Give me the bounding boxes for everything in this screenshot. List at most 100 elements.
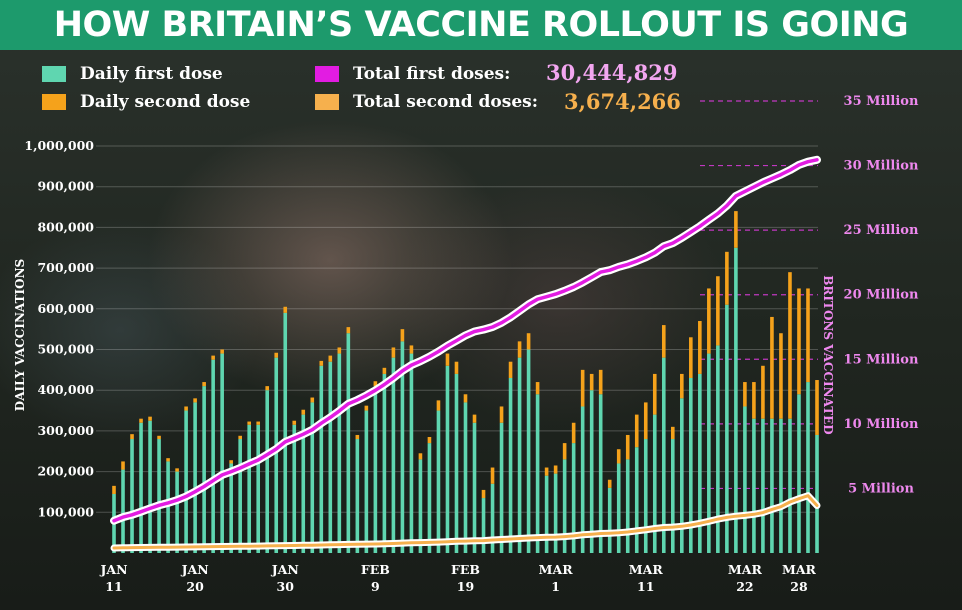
bar-daily-second	[301, 409, 306, 415]
bar-daily-first	[698, 373, 702, 553]
bar-daily-second	[238, 435, 242, 440]
x-tick-day: 30	[277, 579, 295, 594]
bar-daily-second	[202, 382, 206, 387]
bar-daily-first	[193, 402, 197, 553]
legend-swatch-daily-second	[42, 94, 66, 110]
y-tick-label: 800,000	[37, 219, 94, 234]
legend-daily-first: Daily first dose	[42, 62, 302, 86]
bar-daily-second	[130, 434, 134, 440]
bar-daily-second	[184, 406, 188, 411]
bar-daily-first	[472, 422, 477, 553]
bar-daily-first	[815, 434, 819, 553]
chart-title: HOW BRITAIN’S VACCINE ROLLOUT IS GOING	[53, 5, 909, 45]
bar-daily-second	[319, 360, 324, 366]
bar-daily-second	[364, 405, 369, 411]
y-tick-label: 600,000	[37, 301, 94, 316]
bar-daily-first	[202, 386, 206, 553]
y2-tick-label: 20 Million	[844, 288, 919, 303]
bar-daily-second	[661, 325, 666, 358]
bar-daily-second	[625, 434, 630, 460]
bar-daily-second	[598, 369, 603, 395]
bar-daily-second	[607, 479, 612, 488]
bar-daily-second	[797, 288, 801, 395]
bar-daily-first	[743, 406, 747, 553]
bar-daily-first	[184, 410, 188, 553]
y-tick-label: 900,000	[37, 179, 94, 194]
bar-daily-first	[571, 443, 576, 553]
bar-daily-first	[436, 410, 441, 553]
bar-daily-first	[598, 394, 603, 553]
bar-daily-first	[274, 357, 279, 553]
legend-swatch-total-second	[315, 94, 339, 110]
x-tick-day: 20	[186, 579, 204, 594]
y-tick-label: 300,000	[37, 423, 94, 438]
total-second-value: 3,674,266	[564, 89, 681, 114]
bar-daily-first	[716, 345, 720, 553]
x-tick-month: JAN	[99, 562, 127, 577]
x-tick-month: MAR	[539, 562, 574, 577]
bar-daily-second	[788, 272, 792, 419]
bar-daily-first	[517, 357, 522, 553]
x-tick-day: 19	[457, 579, 474, 594]
bar-daily-first	[589, 390, 594, 553]
y-tick-label: 200,000	[37, 464, 94, 479]
y2-axis-ticks: 5 Million 10 Million 15 Million 20 Million 2…	[844, 94, 919, 496]
bar-daily-first	[661, 357, 666, 553]
bar-daily-first	[409, 353, 414, 553]
bar-daily-second	[589, 373, 594, 391]
y2-tick-label: 30 Million	[844, 159, 919, 174]
bar-daily-second	[670, 426, 675, 440]
bar-daily-first	[364, 410, 369, 553]
bar-daily-first	[355, 439, 360, 553]
bar-daily-first	[157, 439, 161, 553]
bar-daily-second	[499, 406, 504, 423]
bar-daily-first	[337, 353, 342, 553]
x-tick-day: 1	[551, 579, 560, 594]
legend-swatch-total-first	[315, 66, 339, 82]
bar-daily-second	[193, 398, 197, 403]
bar-daily-second	[148, 416, 152, 421]
y-tick-label: 500,000	[37, 342, 94, 357]
bar-daily-first	[319, 365, 324, 553]
bar-daily-second	[716, 276, 720, 346]
bar-daily-second	[247, 421, 251, 425]
y2-axis-label: BRITONS VACCINATED	[821, 275, 835, 434]
bar-daily-first	[247, 424, 251, 553]
x-tick-day: 22	[736, 579, 753, 594]
bar-daily-first	[148, 420, 152, 553]
bar-daily-second	[553, 465, 558, 474]
bar-daily-second	[157, 435, 161, 440]
bar-daily-first	[211, 359, 215, 553]
legend-swatch-daily-first	[42, 66, 66, 82]
x-tick-month: JAN	[271, 562, 299, 577]
bar-daily-first	[346, 333, 351, 553]
bar-daily-second	[121, 461, 125, 470]
bar-daily-first	[427, 443, 432, 553]
bar-daily-first	[373, 386, 378, 553]
bar-daily-second	[427, 437, 432, 444]
bar-daily-second	[652, 373, 657, 415]
y2-tick-label: 5 Million	[848, 481, 914, 496]
bar-daily-second	[310, 397, 315, 403]
bar-daily-second	[616, 449, 621, 464]
bar-daily-first	[788, 418, 792, 553]
bar-daily-second	[112, 485, 116, 494]
bar-daily-first	[265, 390, 270, 553]
bar-daily-first	[481, 498, 486, 553]
bar-daily-second	[391, 347, 396, 358]
bar-daily-first	[418, 459, 423, 553]
bar-daily-first	[238, 439, 242, 553]
bar-daily-second	[211, 355, 215, 360]
bar-daily-first	[616, 463, 621, 553]
y2-tick-label: 15 Million	[844, 352, 919, 367]
x-tick-month: MAR	[728, 562, 763, 577]
bar-daily-first	[544, 475, 549, 553]
x-tick-day: 11	[105, 579, 122, 594]
bar-daily-first	[625, 459, 630, 553]
bar-daily-first	[725, 304, 729, 553]
bar-daily-second	[571, 422, 576, 444]
x-tick-day: 11	[637, 579, 654, 594]
legend-daily-second: Daily second dose	[42, 90, 302, 114]
total-first-value: 30,444,829	[546, 60, 678, 85]
